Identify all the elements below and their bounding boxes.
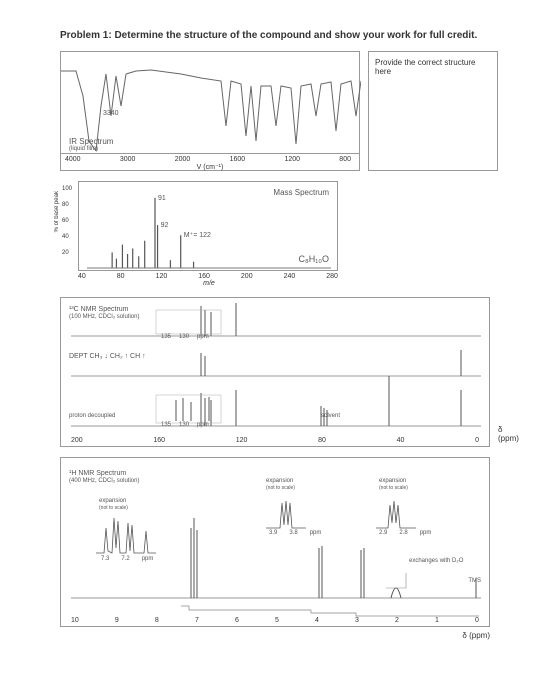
ms-panel: Mass Spectrum C₈H₁₀O 91 92 M⁺= 122: [78, 181, 338, 271]
hnmr-panel: ¹H NMR Spectrum (400 MHz, CDCl₃ solution…: [60, 457, 490, 627]
cnmr-subtitle: (100 MHz, CDCl₃ solution): [69, 314, 139, 320]
ms-formula: C₈H₁₀O: [298, 254, 329, 264]
ir-x-unit: V (cm⁻¹): [61, 163, 359, 171]
ir-panel: 3340 IR Spectrum (liquid film) 400030002…: [60, 51, 360, 171]
ms-x-unit: m/e: [78, 280, 340, 287]
exp1-sub: (not to scale): [99, 505, 128, 511]
hnmr-subtitle: (400 MHz, CDCl₃ solution): [69, 478, 139, 484]
pd-label: proton decoupled: [69, 413, 115, 419]
ir-title: IR Spectrum: [69, 137, 113, 146]
ir-peak-label: 3340: [103, 110, 119, 117]
exp2-label: expansion: [266, 478, 293, 484]
cnmr-panel: ¹³C NMR Spectrum (100 MHz, CDCl₃ solutio…: [60, 297, 490, 447]
hnmr-title: ¹H NMR Spectrum: [69, 470, 126, 477]
exp2-sub: (not to scale): [266, 485, 295, 491]
cnmr-x-unit: δ (ppm): [498, 425, 519, 447]
svg-text:M⁺= 122: M⁺= 122: [184, 232, 211, 239]
exp3-label: expansion: [379, 478, 406, 484]
svg-text:91: 91: [158, 195, 166, 202]
dept-label: DEPT CH₃ ↓ CH₂ ↑ CH ↑: [69, 353, 146, 360]
svg-text:92: 92: [161, 222, 169, 229]
exch-label: exchanges with D₂O: [409, 558, 463, 564]
cnmr-title: ¹³C NMR Spectrum: [69, 306, 129, 313]
exp1-label: expansion: [99, 498, 126, 504]
tms-label: TMS: [468, 578, 481, 584]
hnmr-x-unit: δ (ppm): [60, 631, 490, 640]
answer-box[interactable]: Provide the correct structure here: [368, 51, 498, 171]
ir-subtitle: (liquid film): [69, 146, 98, 152]
ms-title: Mass Spectrum: [273, 188, 329, 197]
exp3-sub: (not to scale): [379, 485, 408, 491]
solvent-label: solvent: [321, 413, 340, 419]
problem-title: Problem 1: Determine the structure of th…: [60, 30, 516, 41]
ms-ylabel: % of base peak: [54, 191, 60, 232]
